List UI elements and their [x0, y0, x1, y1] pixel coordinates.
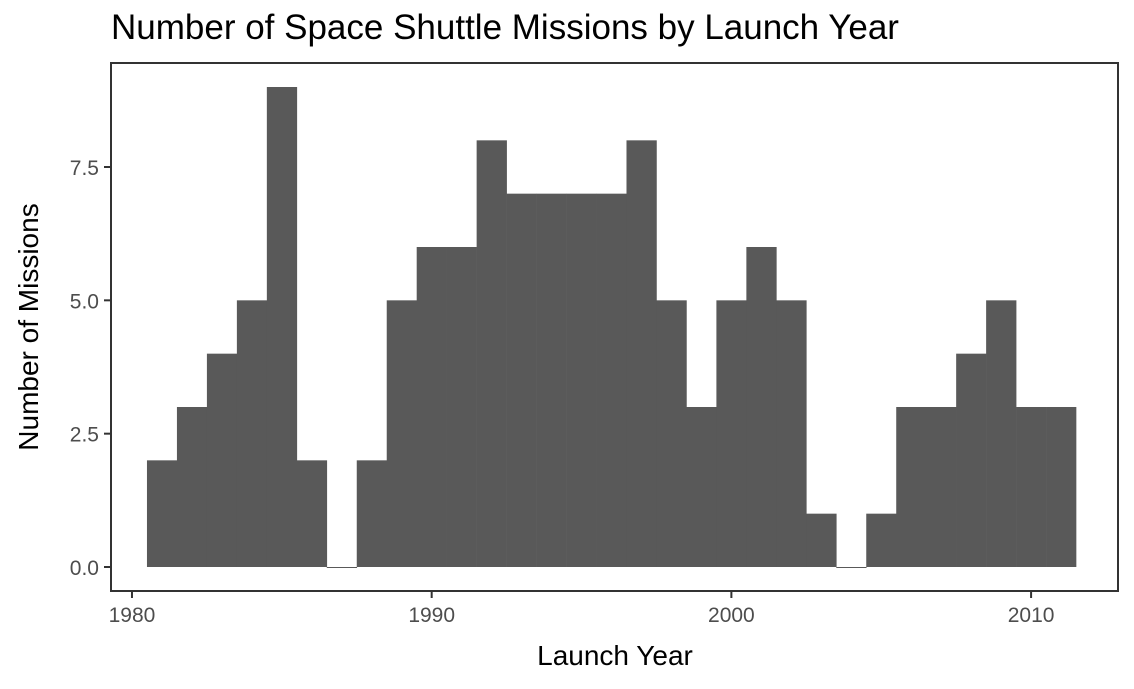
bar-2001: [746, 247, 777, 567]
bar-2009: [986, 300, 1017, 567]
bar-1986: [296, 460, 328, 567]
bar-1998: [656, 300, 687, 567]
x-tick-label: 1990: [408, 604, 455, 627]
y-axis: 0.0 2.5 5.0 7.5: [70, 157, 111, 580]
x-axis-title: Launch Year: [537, 640, 693, 671]
bar-1989: [386, 300, 417, 567]
bar-2010: [1016, 407, 1047, 567]
bar-1991: [446, 247, 477, 567]
bar-1981: [146, 460, 178, 567]
bar-2002: [776, 300, 807, 567]
bar-2008: [956, 353, 987, 567]
x-axis: 1980 1990 2000 2010: [109, 591, 1055, 627]
y-tick-label: 0.0: [70, 557, 99, 580]
bar-1984: [236, 300, 268, 567]
panel-border: [110, 62, 1119, 592]
bar-1994: [536, 193, 567, 567]
bar-1988: [356, 460, 388, 567]
bar-2007: [926, 407, 957, 567]
bar-2006: [896, 407, 927, 567]
bar-1995: [566, 193, 597, 567]
x-tick-label: 2010: [1008, 604, 1055, 627]
y-tick-label: 2.5: [70, 424, 99, 447]
y-tick-label: 5.0: [70, 290, 99, 313]
bar-1997: [626, 140, 657, 568]
bar-1983: [206, 353, 238, 567]
x-tick-label: 2000: [708, 604, 755, 627]
bar-1990: [416, 247, 447, 567]
y-tick-label: 7.5: [70, 157, 99, 180]
bar-1996: [596, 193, 627, 567]
bar-2000: [716, 300, 747, 567]
bar-2005: [866, 513, 897, 567]
bar-1985: [266, 87, 298, 567]
bar-2004: [836, 567, 867, 568]
x-tick-label: 1980: [109, 604, 156, 627]
bar-1987: [326, 567, 358, 568]
y-axis-title: Number of Missions: [13, 203, 44, 450]
bar-2011: [1046, 407, 1077, 567]
bar-1992: [476, 140, 507, 568]
bars-group: [146, 87, 1077, 568]
bar-1999: [686, 407, 717, 567]
chart-title: Number of Space Shuttle Missions by Laun…: [111, 8, 899, 47]
bar-1993: [506, 193, 537, 567]
bar-1982: [176, 407, 208, 567]
bar-2003: [806, 513, 837, 567]
